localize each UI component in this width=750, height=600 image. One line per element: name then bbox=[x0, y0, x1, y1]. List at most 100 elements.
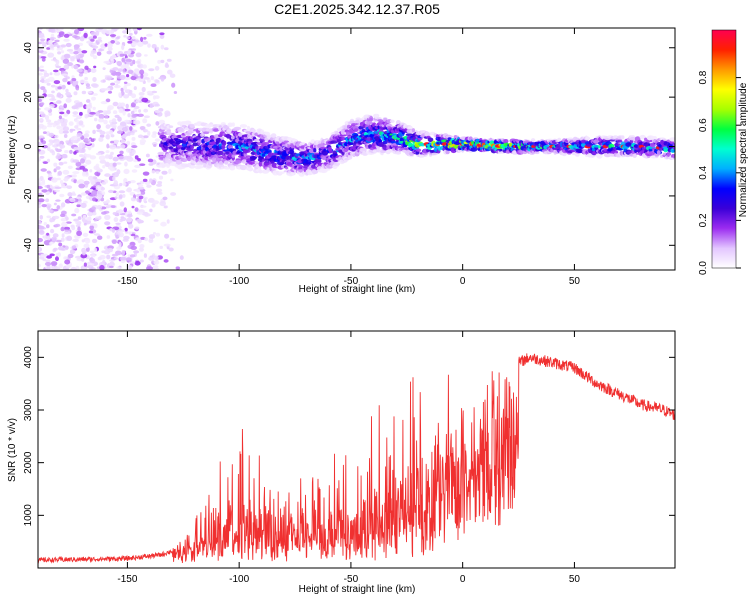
noise-speck bbox=[132, 129, 138, 133]
band-blob bbox=[263, 170, 268, 174]
noise-speck bbox=[74, 29, 79, 35]
noise-speck bbox=[53, 42, 59, 47]
band-blob bbox=[313, 152, 320, 156]
band-blob bbox=[335, 131, 339, 135]
noise-speck bbox=[39, 229, 44, 233]
noise-speck bbox=[130, 102, 136, 108]
noise-speck bbox=[56, 205, 60, 210]
noise-speck bbox=[77, 226, 81, 232]
band-blob bbox=[663, 138, 667, 141]
noise-speck bbox=[79, 154, 84, 158]
noise-speck bbox=[61, 84, 66, 90]
noise-speck bbox=[63, 38, 70, 42]
noise-speck bbox=[73, 151, 77, 155]
noise-speck bbox=[134, 164, 141, 168]
band-blob bbox=[292, 139, 298, 142]
band-blob bbox=[333, 162, 340, 166]
noise-speck bbox=[74, 125, 79, 129]
noise-speck bbox=[86, 265, 94, 269]
noise-speck bbox=[134, 39, 140, 43]
noise-speck bbox=[98, 215, 102, 220]
noise-speck bbox=[77, 28, 85, 32]
noise-speck bbox=[138, 195, 144, 200]
noise-speck bbox=[108, 189, 114, 193]
noise-speck bbox=[60, 237, 65, 242]
noise-speck bbox=[179, 255, 184, 260]
noise-speck bbox=[46, 93, 54, 98]
noise-speck bbox=[50, 265, 55, 270]
noise-speck bbox=[58, 128, 65, 135]
noise-speck bbox=[90, 50, 97, 54]
noise-speck bbox=[157, 181, 163, 185]
noise-speck bbox=[100, 186, 105, 191]
noise-speck bbox=[156, 111, 163, 117]
band-blob bbox=[503, 139, 509, 144]
colorbar-ticks: 0.0 0.2 0.4 0.6 0.8 bbox=[698, 70, 741, 275]
band-blob bbox=[192, 142, 198, 147]
noise-speck bbox=[85, 159, 92, 165]
noise-speck bbox=[148, 68, 155, 72]
band-blob bbox=[358, 125, 364, 130]
noise-speck bbox=[38, 157, 42, 162]
band-blob bbox=[626, 150, 633, 154]
noise-speck bbox=[154, 110, 161, 113]
noise-speck bbox=[110, 58, 115, 64]
figure-title: C2E1.2025.342.12.37.R05 bbox=[274, 1, 440, 17]
noise-speck bbox=[118, 108, 124, 114]
noise-speck bbox=[84, 76, 88, 81]
noise-speck bbox=[84, 65, 89, 71]
noise-speck bbox=[144, 237, 149, 242]
noise-speck bbox=[105, 98, 111, 103]
noise-speck bbox=[43, 240, 51, 246]
noise-speck bbox=[38, 263, 41, 268]
noise-speck bbox=[109, 265, 114, 269]
noise-speck bbox=[65, 97, 72, 103]
noise-speck bbox=[131, 149, 136, 155]
noise-speck bbox=[143, 108, 149, 113]
noise-speck bbox=[153, 219, 159, 222]
noise-speck bbox=[63, 256, 68, 260]
noise-speck bbox=[159, 200, 166, 207]
noise-speck bbox=[46, 265, 51, 270]
x-tick-label: -150 bbox=[117, 276, 137, 287]
band-blob bbox=[672, 149, 675, 153]
noise-speck bbox=[78, 73, 83, 77]
noise-speck bbox=[84, 113, 89, 119]
noise-speck bbox=[101, 191, 106, 196]
noise-speck bbox=[63, 64, 70, 70]
noise-speck bbox=[110, 140, 115, 144]
noise-speck bbox=[83, 69, 88, 75]
noise-speck bbox=[97, 36, 102, 40]
noise-speck bbox=[96, 51, 102, 56]
noise-speck bbox=[131, 169, 138, 173]
band-blob bbox=[470, 147, 478, 152]
noise-speck bbox=[91, 96, 96, 101]
noise-speck bbox=[169, 73, 176, 78]
noise-speck bbox=[88, 146, 92, 151]
noise-speck bbox=[65, 91, 71, 96]
noise-speck bbox=[49, 209, 54, 213]
noise-speck bbox=[158, 77, 165, 80]
noise-speck bbox=[137, 134, 144, 139]
noise-speck bbox=[42, 258, 47, 262]
band-blob bbox=[446, 135, 454, 139]
band-blob bbox=[209, 139, 215, 142]
noise-speck bbox=[137, 218, 142, 224]
noise-speck bbox=[138, 92, 145, 96]
noise-speck bbox=[69, 249, 76, 255]
noise-speck bbox=[143, 253, 147, 258]
noise-speck bbox=[114, 84, 121, 89]
noise-speck bbox=[72, 238, 79, 243]
noise-speck bbox=[111, 118, 117, 123]
noise-speck bbox=[130, 132, 135, 136]
noise-speck bbox=[88, 230, 94, 234]
band-blob bbox=[251, 129, 256, 133]
y-tick-label: 2000 bbox=[23, 451, 34, 474]
noise-speck bbox=[87, 211, 93, 217]
noise-speck bbox=[52, 233, 59, 238]
noise-speck bbox=[55, 65, 62, 69]
noise-speck bbox=[76, 127, 82, 131]
band-blob bbox=[241, 159, 248, 164]
noise-speck bbox=[163, 259, 169, 263]
noise-speck bbox=[136, 28, 142, 31]
